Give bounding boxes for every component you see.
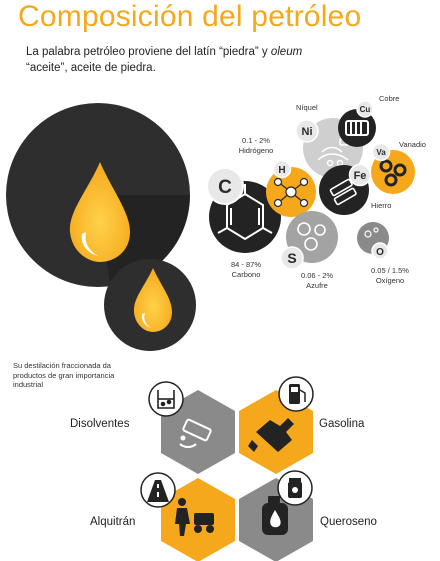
large-oil-drop-badge <box>6 103 190 287</box>
rings-icon <box>379 159 407 187</box>
copper-symbol-badge: Cu <box>356 100 374 118</box>
sulfur-name: Azufre <box>306 280 328 290</box>
road-icon <box>147 480 169 502</box>
hex-alquitran <box>161 478 235 561</box>
hydrogen-percent: 0.1 - 2% <box>242 136 270 145</box>
hydrogen-name: Hidrógeno <box>238 145 274 155</box>
hydrogen-symbol: H <box>278 165 285 176</box>
hydrogen-label: 0.1 - 2% Hidrógeno <box>234 136 278 155</box>
carbon-name: Carbono <box>231 269 261 279</box>
copper-circle <box>338 109 376 147</box>
oxygen-symbol: O <box>376 247 384 258</box>
iron-name: Hierro <box>371 201 392 210</box>
lamp-badge <box>277 470 313 506</box>
small-oil-drop-badge <box>104 259 196 351</box>
product-alquitran: Alquitrán <box>90 516 136 528</box>
sulfur-percent: 0.06 - 2% <box>300 271 334 280</box>
page-title: Composición del petróleo <box>18 0 362 33</box>
sulfur-label: 0.06 - 2% Azufre <box>294 271 340 290</box>
carbon-label: 84 - 87% Carbono <box>220 260 272 279</box>
kerosene-bottle-icon <box>262 496 288 535</box>
nickel-symbol-badge: Ni <box>295 119 319 143</box>
oil-lamp-icon <box>288 478 302 498</box>
intro-text: La palabra petróleo proviene del latín “… <box>26 44 356 76</box>
fuel-nozzle-icon <box>248 418 294 452</box>
carbon-symbol: C <box>218 177 232 198</box>
oxygen-label: 0.05 / 1.5% Oxígeno <box>365 266 415 285</box>
product-disolventes: Disolventes <box>70 418 130 430</box>
beaker-icon <box>157 390 175 409</box>
distillation-note: Su destilación fraccionada da productos … <box>13 361 115 389</box>
road-badge <box>140 472 176 508</box>
hydrogen-circle <box>266 167 316 217</box>
bubbles-icon <box>364 227 379 238</box>
vanadium-name: Vanadio <box>399 140 426 149</box>
vanadium-symbol-badge: Va <box>371 142 391 162</box>
coins-icon <box>297 222 326 251</box>
vanadium-symbol: Va <box>376 148 386 157</box>
iron-bars-icon <box>329 178 357 206</box>
iron-symbol-badge: Fe <box>348 163 372 187</box>
carbon-percent: 84 - 87% <box>230 260 262 269</box>
oxygen-symbol-badge: O <box>371 242 389 260</box>
carbon-symbol-badge: C <box>206 167 244 205</box>
road-worker-icon <box>175 498 214 536</box>
oxygen-name: Oxígeno <box>375 275 405 285</box>
fuel-pump-badge <box>278 376 314 412</box>
benzene-icon <box>217 184 273 241</box>
sulfur-symbol: S <box>287 250 296 266</box>
nickel-symbol: Ni <box>302 126 313 138</box>
intro-line1: La palabra petróleo proviene del latín “… <box>26 46 271 58</box>
iron-symbol: Fe <box>354 170 367 182</box>
intro-oleum: oleum <box>270 46 303 58</box>
hex-disolventes <box>161 390 235 474</box>
hydrogen-symbol-badge: H <box>272 159 292 179</box>
fuel-pump-icon <box>289 384 306 404</box>
molecule-icon <box>273 177 309 208</box>
nickel-name: Níquel <box>296 103 318 112</box>
product-queroseno: Queroseno <box>320 516 377 528</box>
solvent-pour-icon <box>179 418 212 448</box>
copper-coil-icon <box>345 120 369 136</box>
sulfur-symbol-badge: S <box>280 246 304 270</box>
oxygen-percent: 0.05 / 1.5% <box>371 266 409 275</box>
product-gasolina: Gasolina <box>319 418 365 430</box>
intro-line2: “aceite”, aceite de piedra. <box>26 62 156 74</box>
copper-symbol: Cu <box>360 105 371 114</box>
beaker-badge <box>148 381 184 417</box>
copper-name: Cobre <box>379 94 400 103</box>
